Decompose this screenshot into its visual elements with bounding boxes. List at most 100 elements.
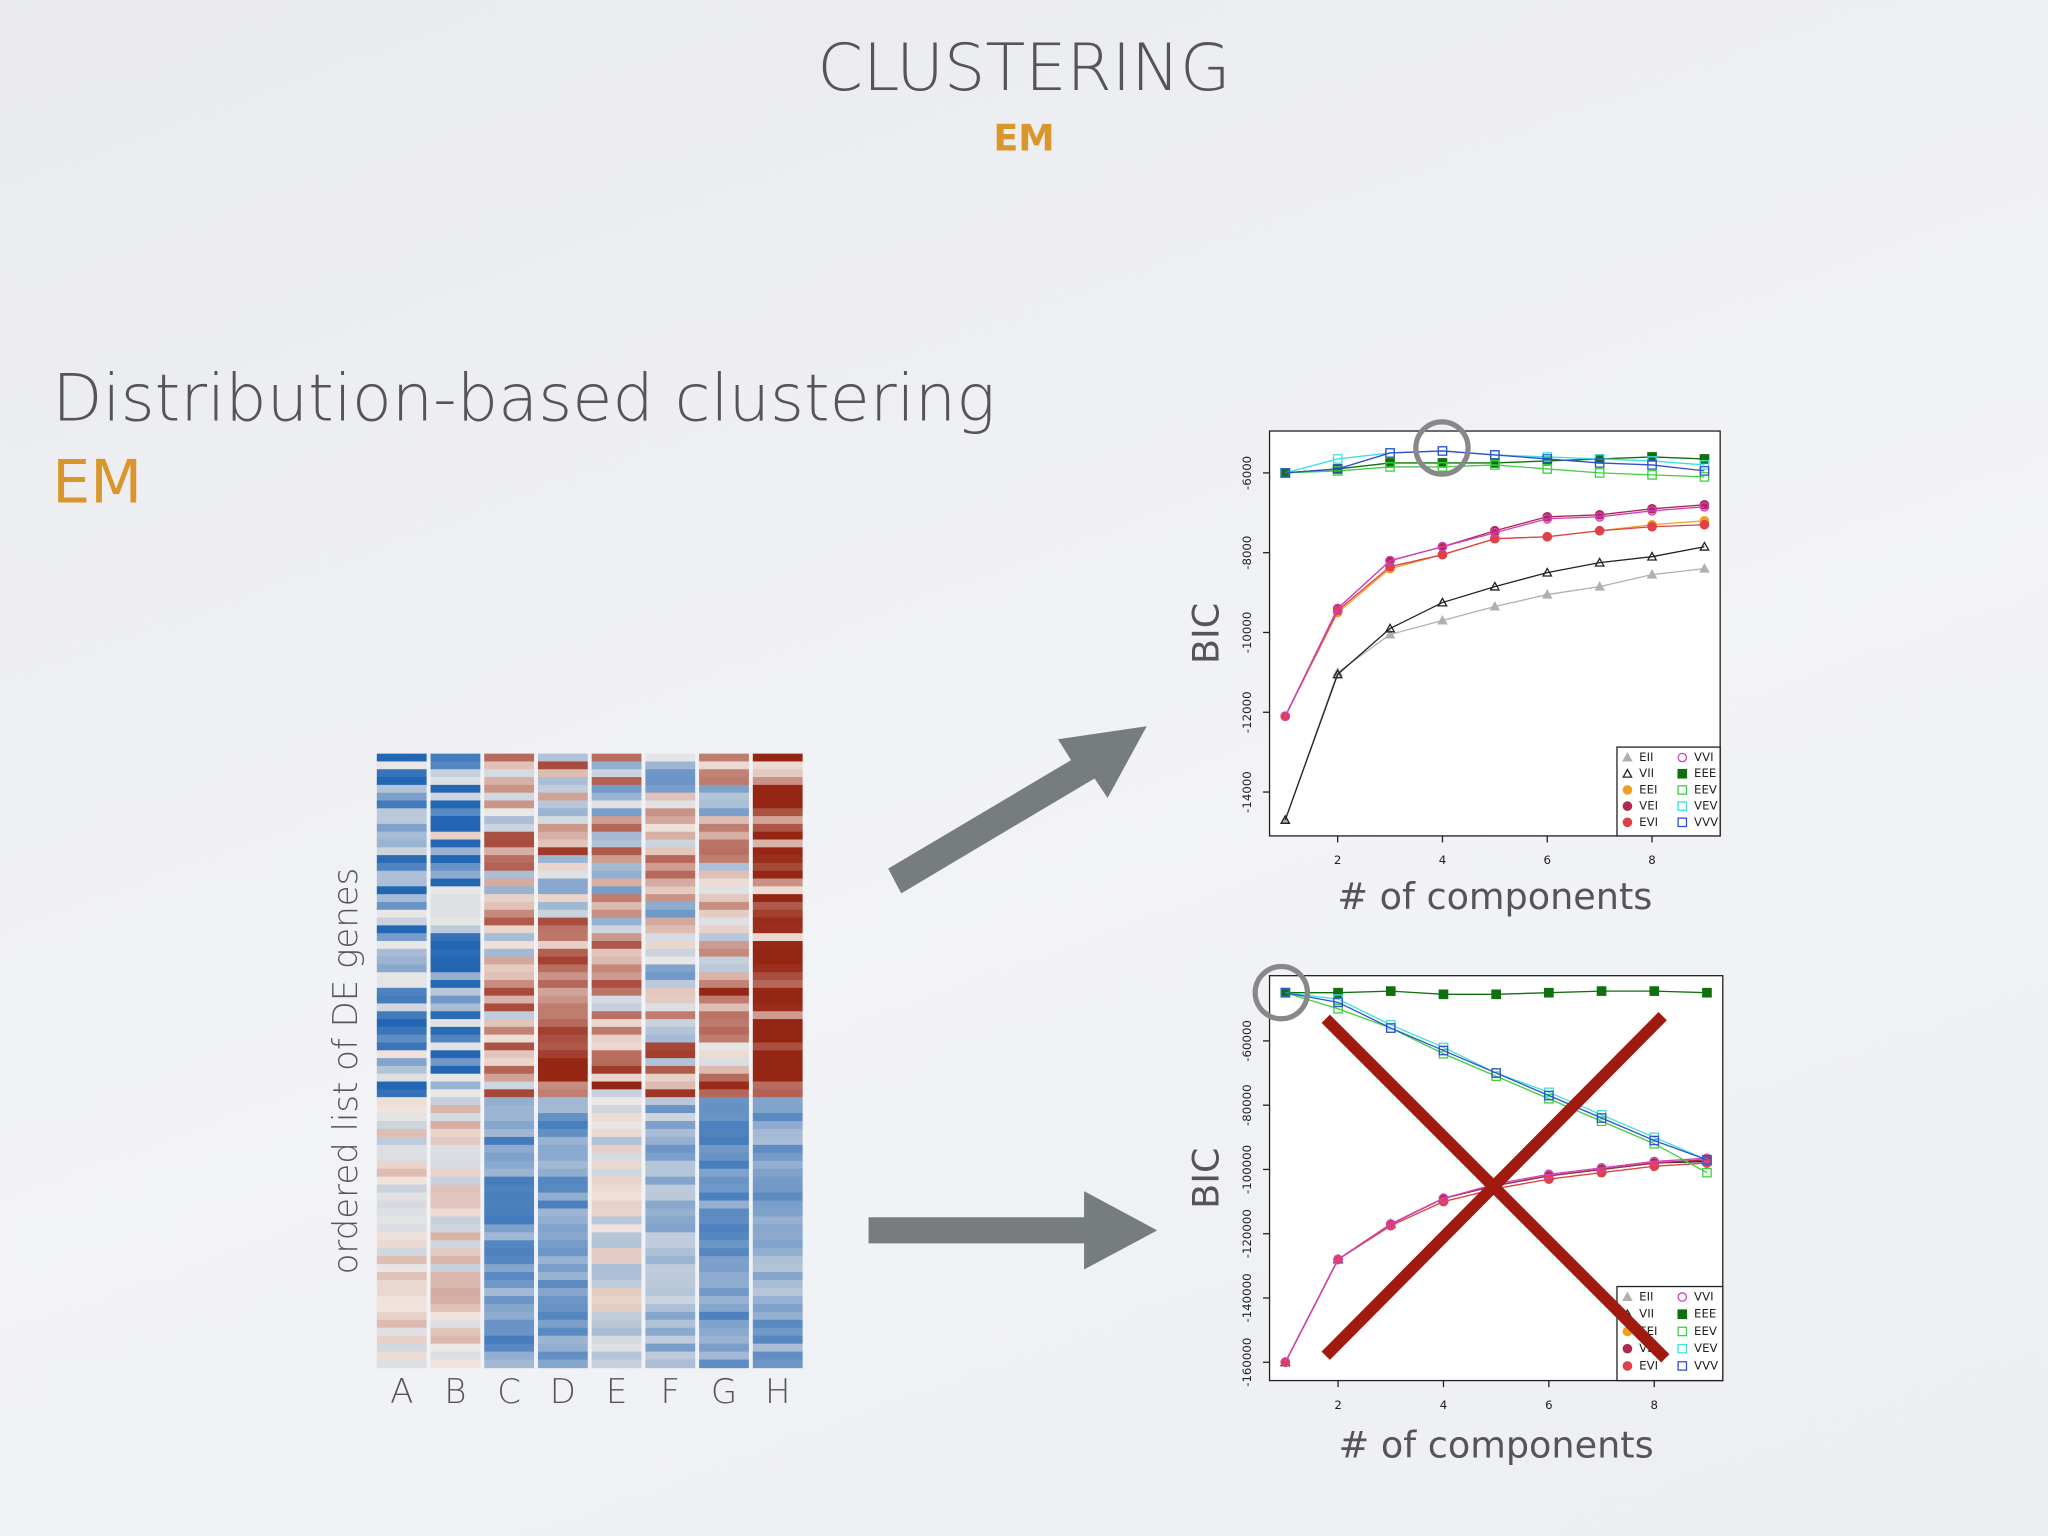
heatmap-cell [430,1343,481,1353]
heatmap-cell [752,823,803,833]
heatmap-cell [645,784,696,794]
heatmap-cell [537,987,588,997]
heatmap-cell [752,1026,803,1036]
legend-marker [1622,1343,1633,1354]
y-tick-label: -80000 [1240,1084,1254,1126]
heatmap-cell [376,1272,427,1281]
heatmap-cell [430,956,481,966]
heatmap-cell [484,1065,535,1075]
heatmap-cell [645,1152,696,1162]
heatmap-cell [752,948,803,958]
point [1702,1167,1712,1178]
heatmap-cell [537,831,588,841]
heatmap-cell [537,1058,588,1067]
heatmap-cell [645,917,696,927]
heatmap-y-label: ordered list of DE genes [326,868,366,1275]
heatmap-cell [484,1287,535,1297]
heatmap-cell [376,808,427,817]
heatmap-cell [699,1097,749,1106]
heatmap-cell [645,870,696,880]
heatmap-cell [376,1050,427,1059]
heatmap-cell [484,1105,535,1114]
heatmap-cell [752,1003,803,1012]
heatmap-cell [537,1026,588,1036]
heatmap-cell [699,987,749,997]
legend-marker [1622,817,1633,828]
heatmap-cell [537,878,588,888]
heatmap-cell [591,878,642,888]
heatmap-cell [537,792,588,802]
heatmap-cell [484,1097,535,1106]
heatmap-cell [699,769,749,778]
heatmap-cell [430,1105,481,1114]
heatmap-column-label: B [444,1372,466,1412]
heatmap-cell [591,1311,642,1321]
heatmap-cell [645,941,696,950]
heatmap-cell [699,1327,749,1337]
heatmap-cell [699,1034,749,1044]
heatmap-cell [430,878,481,888]
heatmap-cell [376,948,427,958]
point [1333,1003,1343,1014]
point [1490,458,1500,468]
heatmap-cell [376,847,427,856]
heatmap-cell [376,1351,427,1361]
heatmap-cell [484,941,535,950]
heatmap-cell [484,1200,535,1210]
heatmap-cell [484,972,535,981]
heatmap-cell [430,1240,481,1249]
legend-label: EEV [1694,782,1717,796]
heatmap-cell [376,769,427,778]
point [1542,531,1553,542]
point [1385,448,1395,458]
point [1647,460,1657,470]
point [1332,668,1343,679]
heatmap-cell [430,909,481,919]
heatmap-cell [537,1184,588,1194]
heatmap-cell [376,1184,427,1194]
heatmap-cell [591,1003,642,1012]
heatmap-cell [376,894,427,903]
heatmap-cell [752,777,803,786]
point [1437,446,1448,456]
heatmap-cell [699,933,749,942]
heatmap-cell [537,823,588,833]
heatmap-cell [752,1224,803,1233]
heatmap-cell [484,1208,535,1218]
heatmap-cell [537,948,588,958]
heatmap-cell [699,831,749,841]
heatmap-cell [430,1136,481,1146]
heatmap-cell [376,753,427,763]
heatmap-cell [537,925,588,934]
point [1699,563,1710,573]
heatmap-cell [645,894,696,903]
heatmap-cell [537,1216,588,1226]
heatmap-cell [376,1359,427,1369]
heatmap-cell [484,878,535,888]
heatmap-cell [376,1097,427,1106]
heatmap-cell [699,909,749,919]
heatmap-cell [699,1168,749,1178]
heatmap-cell [591,784,642,794]
heatmap-cell [699,862,749,872]
heatmap-cell [591,1019,642,1028]
heatmap-cell [484,1256,535,1265]
heatmap-cell [376,1011,427,1020]
heatmap-cell [537,995,588,1005]
heatmap-cell [484,1295,535,1305]
heatmap-cell [537,847,588,856]
heatmap-cell [699,1224,749,1233]
point [1541,567,1553,577]
point [1647,470,1657,480]
heatmap-cell [376,784,427,794]
point [1385,462,1395,472]
heatmap-cell [376,1144,427,1154]
heatmap-cell [645,1105,696,1114]
point [1699,466,1710,476]
heatmap-cell [430,769,481,778]
heatmap-cell [484,831,535,841]
heatmap-column-label: H [765,1372,791,1412]
heatmap-cell [430,964,481,973]
heatmap-cell [752,800,803,809]
heatmap-cell [645,1176,696,1186]
